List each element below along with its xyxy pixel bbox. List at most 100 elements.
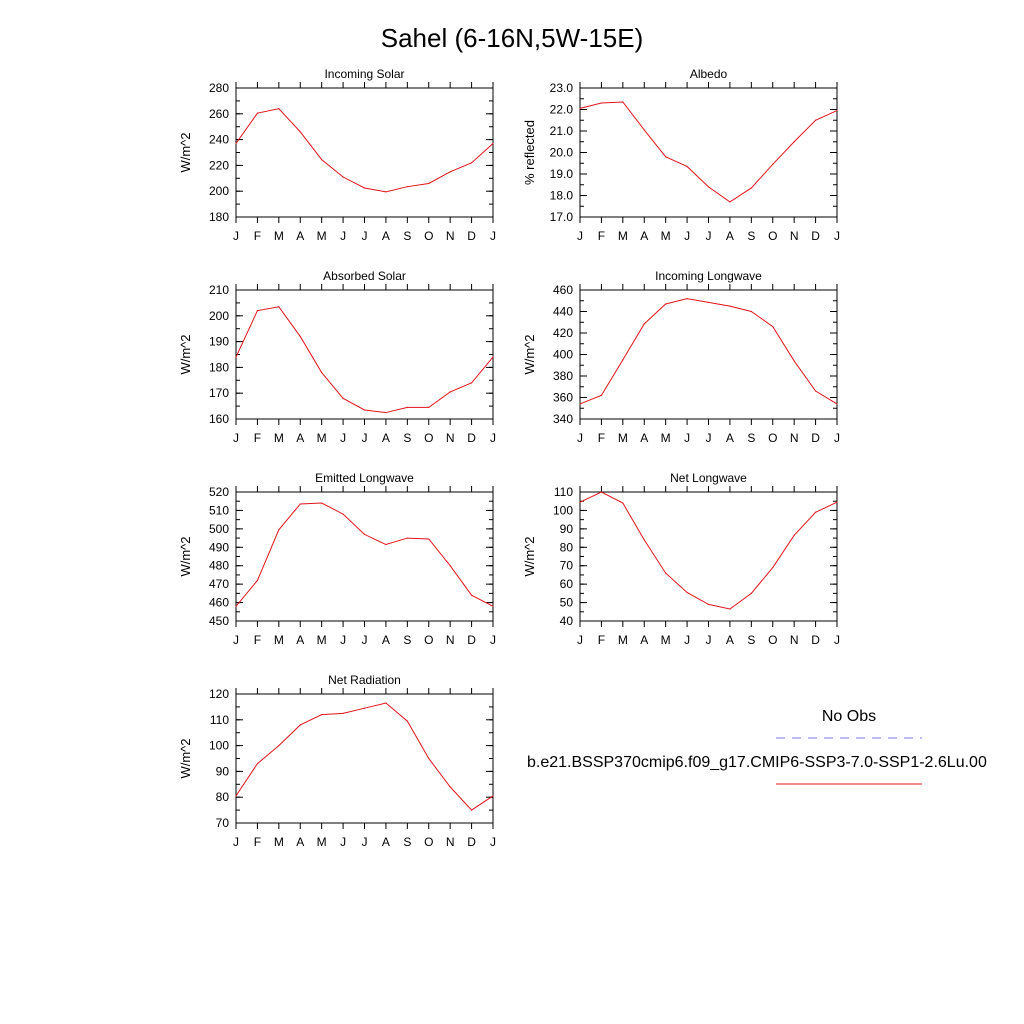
absorbed-solar-data-point (278, 306, 280, 308)
emitted-longwave-xtick-label: D (467, 633, 476, 647)
albedo-data-point (643, 129, 645, 131)
net-radiation-ytick-label: 70 (216, 816, 230, 830)
absorbed-solar-xtick-label: D (467, 431, 476, 445)
incoming-longwave-data-point (750, 310, 752, 313)
net-radiation-xtick-label: D (467, 835, 476, 849)
panel-incoming-longwave: Incoming Longwave W/m^2 340 360 380 400 420 440… (522, 269, 840, 445)
absorbed-solar-data-point (299, 335, 301, 338)
albedo-data-point (836, 109, 838, 112)
net-radiation-data-point (449, 786, 451, 788)
absorbed-solar-data-point (492, 356, 494, 358)
albedo-data-point (772, 163, 774, 165)
absorbed-solar-xtick-label: A (382, 431, 390, 445)
net-radiation-series-line (235, 702, 494, 811)
albedo-xtick-label: M (661, 229, 671, 243)
emitted-longwave-xtick-label: J (233, 633, 239, 647)
net-radiation-xtick-label: F (254, 835, 261, 849)
emitted-longwave-ytick-label: 460 (209, 596, 229, 610)
net-radiation-ytick-label: 100 (209, 739, 229, 753)
net-radiation-title: Net Radiation (328, 673, 401, 687)
net-longwave-ytick-label: 70 (560, 559, 574, 573)
incoming-solar-data-point (256, 112, 259, 114)
incoming-solar-xtick-label: F (254, 229, 261, 243)
net-radiation-data-point (406, 720, 408, 722)
incoming-longwave-data-point (665, 303, 667, 305)
net-radiation-ytick-label: 90 (216, 764, 230, 778)
absorbed-solar-data-point (385, 411, 387, 414)
absorbed-solar-data-point (363, 409, 366, 411)
emitted-longwave-ylabel: W/m^2 (178, 536, 193, 576)
net-longwave-xtick-label: F (598, 633, 605, 647)
net-radiation-data-point (385, 702, 387, 704)
emitted-longwave-data-point (321, 502, 323, 504)
incoming-longwave-xtick-label: M (661, 431, 671, 445)
incoming-solar-series-line (235, 108, 494, 193)
net-radiation-xtick-label: M (274, 835, 284, 849)
emitted-longwave-ytick-label: 500 (209, 522, 229, 536)
incoming-longwave-data-point (579, 403, 581, 405)
absorbed-solar-xtick-label: J (490, 431, 496, 445)
net-radiation-xtick-label: M (317, 835, 327, 849)
net-radiation-plot-frame (235, 693, 494, 824)
net-radiation-xtick-label: A (382, 835, 390, 849)
emitted-longwave-xtick-label: J (340, 633, 346, 647)
absorbed-solar-ytick-label: 190 (209, 335, 229, 349)
absorbed-solar-xtick-label: A (296, 431, 304, 445)
absorbed-solar-data-point (406, 406, 408, 408)
absorbed-solar-xtick-label: O (424, 431, 433, 445)
emitted-longwave-ytick-label: 490 (209, 540, 229, 554)
incoming-longwave-data-point (622, 359, 624, 361)
incoming-longwave-ytick-label: 440 (553, 305, 573, 319)
incoming-longwave-ylabel: W/m^2 (522, 334, 537, 374)
absorbed-solar-ytick-label: 160 (209, 412, 229, 426)
incoming-longwave-data-point (643, 323, 645, 325)
incoming-solar-data-point (449, 171, 451, 173)
emitted-longwave-data-point (385, 543, 387, 546)
net-longwave-xtick-label: J (577, 633, 583, 647)
absorbed-solar-data-point (235, 356, 237, 358)
albedo-xtick-label: J (684, 229, 690, 243)
albedo-data-point (622, 101, 624, 103)
net-radiation-data-point (363, 707, 366, 709)
albedo-xtick-label: M (618, 229, 628, 243)
net-longwave-data-point (665, 572, 667, 574)
albedo-xtick-label: J (706, 229, 712, 243)
emitted-longwave-xtick-label: A (296, 633, 304, 647)
albedo-data-point (729, 201, 731, 203)
albedo-ytick-label: 19.0 (550, 167, 574, 181)
net-longwave-ytick-label: 80 (560, 540, 574, 554)
absorbed-solar-xtick-label: J (340, 431, 346, 445)
net-longwave-data-point (729, 608, 731, 610)
net-radiation-data-point (428, 757, 430, 760)
incoming-solar-ytick-label: 240 (209, 133, 229, 147)
albedo-ytick-label: 22.0 (550, 103, 574, 117)
net-longwave-ytick-label: 50 (560, 596, 574, 610)
absorbed-solar-ytick-label: 200 (209, 309, 229, 323)
net-longwave-data-point (793, 534, 795, 536)
incoming-longwave-xtick-label: J (684, 431, 690, 445)
albedo-xtick-label: A (640, 229, 648, 243)
albedo-xtick-label: O (768, 229, 777, 243)
albedo-data-point (665, 156, 667, 158)
net-longwave-data-point (750, 592, 752, 594)
absorbed-solar-xtick-label: J (233, 431, 239, 445)
incoming-longwave-data-point (772, 325, 774, 328)
albedo-xtick-label: D (811, 229, 820, 243)
net-longwave-ytick-label: 90 (560, 522, 574, 536)
incoming-solar-xtick-label: M (317, 229, 327, 243)
incoming-solar-data-point (278, 108, 280, 110)
incoming-longwave-ytick-label: 460 (553, 283, 573, 297)
incoming-solar-xtick-label: A (296, 229, 304, 243)
emitted-longwave-data-point (406, 537, 408, 539)
albedo-plot-frame (579, 87, 838, 218)
incoming-solar-data-point (385, 191, 387, 193)
net-longwave-xtick-label: J (834, 633, 840, 647)
net-radiation-xtick-label: J (490, 835, 496, 849)
emitted-longwave-plot-frame (235, 491, 494, 622)
incoming-longwave-series-line (579, 298, 838, 405)
emitted-longwave-xtick-label: M (317, 633, 327, 647)
legend-model-label: b.e21.BSSP370cmip6.f09_g17.CMIP6-SSP3-7.… (527, 754, 987, 771)
